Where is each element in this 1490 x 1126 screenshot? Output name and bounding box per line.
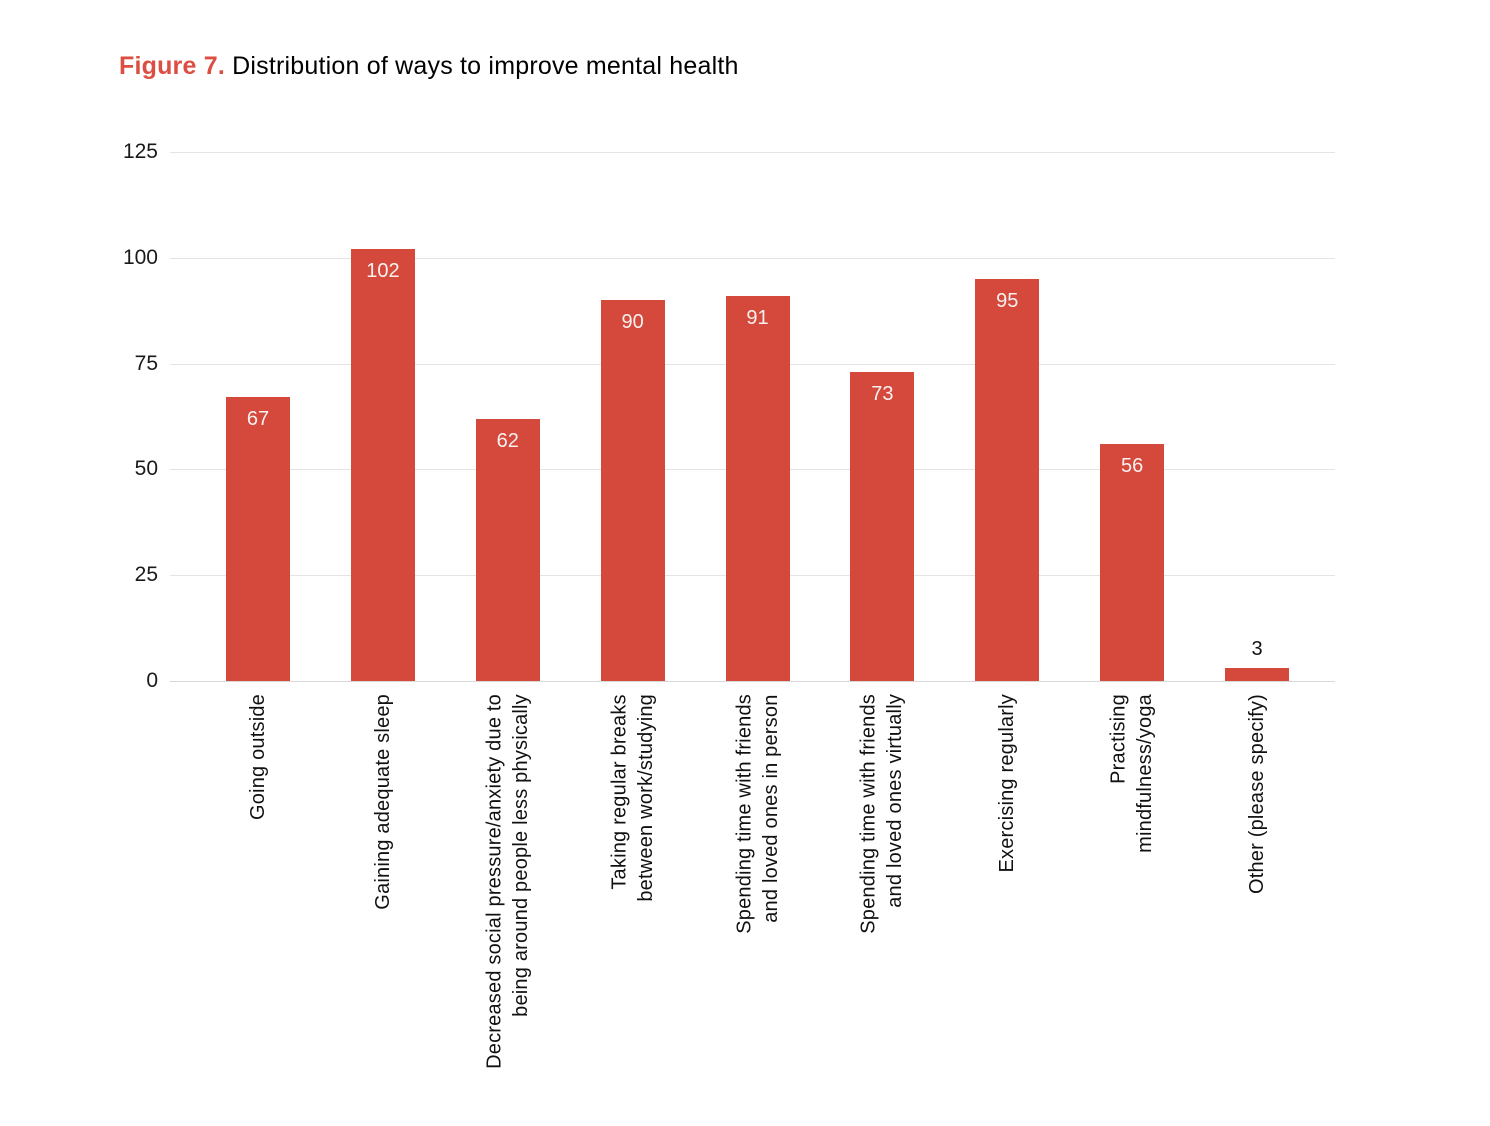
x-tick-wrap: Spending time with friends and loved one… bbox=[731, 694, 784, 934]
x-tick-wrap: Taking regular breaks between work/study… bbox=[606, 694, 659, 902]
x-tick-wrap: Other (please specify) bbox=[1244, 694, 1271, 894]
x-axis-tick-label: Spending time with friends and loved one… bbox=[733, 694, 782, 934]
x-tick-wrap: Exercising regularly bbox=[994, 694, 1021, 873]
x-tick-wrap: Gaining adequate sleep bbox=[370, 694, 397, 910]
y-axis-tick-label: 25 bbox=[134, 563, 158, 587]
x-axis-labels: Going outside Gaining adequate sleep Decre… bbox=[170, 694, 1335, 1114]
bar-value-label: 56 bbox=[1121, 455, 1144, 477]
x-axis-tick-label: Other (please specify) bbox=[1245, 694, 1268, 895]
y-axis-tick-label: 100 bbox=[122, 245, 158, 269]
gridline bbox=[170, 681, 1335, 682]
bar-value-label: 95 bbox=[996, 289, 1019, 312]
y-axis-tick-label: 125 bbox=[122, 140, 158, 163]
x-axis-tick-label: Practising mindfulness/yoga bbox=[1107, 694, 1157, 853]
bar-value-label: 102 bbox=[366, 260, 400, 283]
bar bbox=[1100, 444, 1165, 681]
x-axis-tick-label: Decreased social pressure/anxiety due to… bbox=[483, 694, 532, 1069]
bar-value-label: 62 bbox=[496, 429, 519, 452]
bar bbox=[226, 397, 291, 681]
bar-value-label: 90 bbox=[621, 311, 644, 334]
bar-value-label: 73 bbox=[871, 383, 894, 406]
x-axis-tick-label: Going outside bbox=[246, 694, 269, 821]
figure-title-text: Distribution of ways to improve mental h… bbox=[225, 52, 739, 80]
bar bbox=[975, 278, 1040, 681]
bar-value-label: 3 bbox=[1251, 638, 1263, 661]
bar-value-label: 67 bbox=[246, 408, 270, 431]
x-tick-wrap: Going outside bbox=[245, 694, 272, 820]
y-axis-tick-label: 50 bbox=[134, 457, 158, 481]
bar bbox=[850, 372, 915, 681]
x-axis-tick-label: Spending time with friends and loved one… bbox=[857, 694, 907, 934]
x-tick-wrap: Practising mindfulness/yoga bbox=[1106, 694, 1159, 853]
y-axis-tick-label: 75 bbox=[134, 351, 158, 375]
bar-value-label: 91 bbox=[746, 306, 769, 329]
gridline bbox=[170, 152, 1335, 153]
bar bbox=[1225, 668, 1290, 681]
y-axis-tick-label: 0 bbox=[146, 669, 158, 692]
x-axis-tick-label: Exercising regularly bbox=[996, 694, 1019, 873]
gridline bbox=[170, 257, 1335, 259]
x-axis-tick-label: Taking regular breaks between work/study… bbox=[608, 694, 657, 902]
bar bbox=[475, 418, 540, 681]
plot-area: 67 102 62 90 91 73 95 56 3 bbox=[170, 152, 1335, 682]
y-axis-labels: 0 25 50 75 100 125 bbox=[40, 140, 158, 692]
bar bbox=[350, 249, 415, 681]
bar bbox=[725, 295, 790, 681]
x-axis-tick-label: Gaining adequate sleep bbox=[371, 694, 394, 910]
figure-title: Figure 7. Distribution of ways to improv… bbox=[119, 50, 739, 83]
figure-number: Figure 7. bbox=[119, 52, 225, 80]
x-tick-wrap: Spending time with friends and loved one… bbox=[856, 694, 909, 934]
bar bbox=[600, 300, 665, 681]
x-tick-wrap: Decreased social pressure/anxiety due to… bbox=[481, 694, 534, 1069]
